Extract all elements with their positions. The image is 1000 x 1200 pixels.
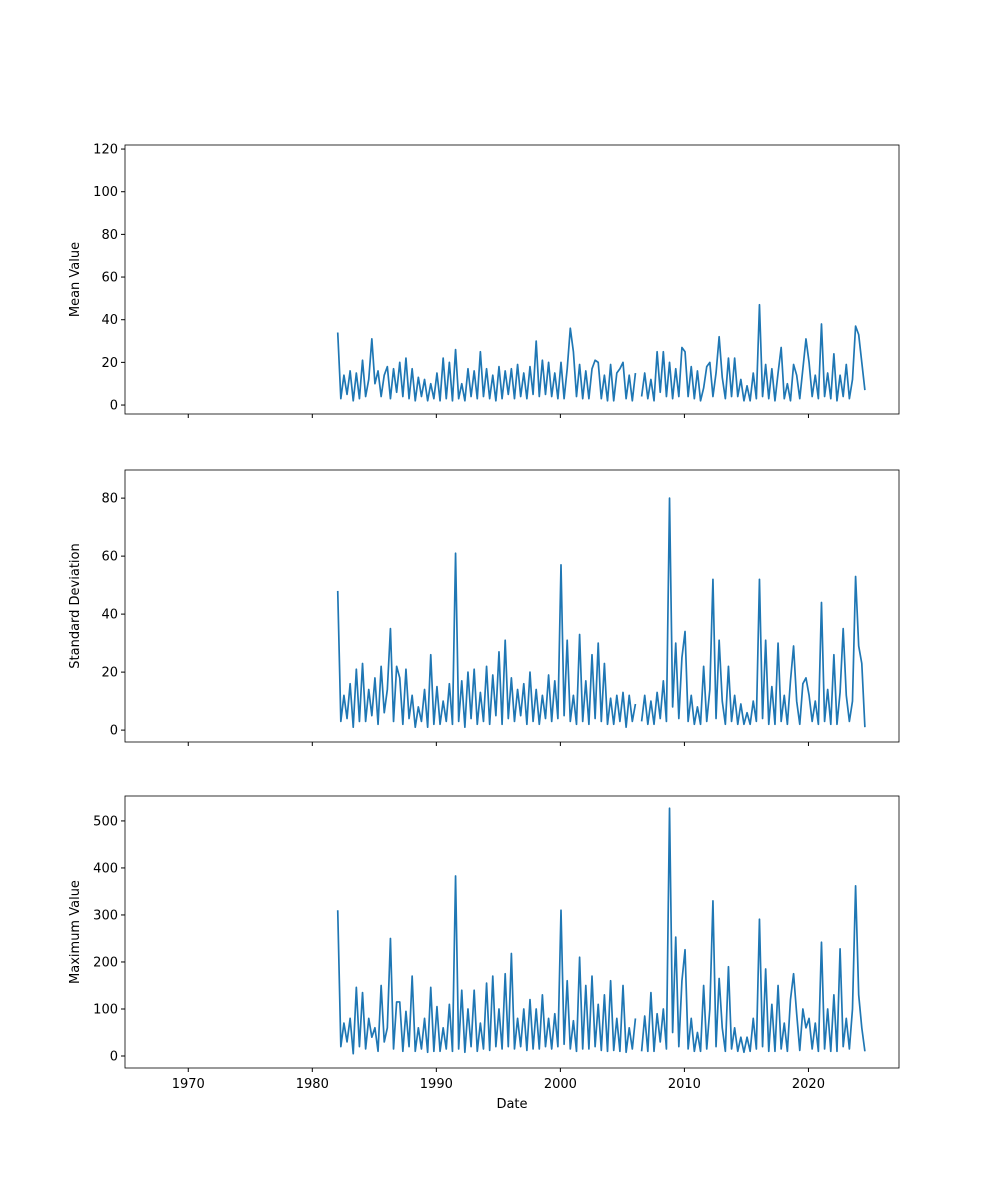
x-tick-label: 1970	[172, 1077, 205, 1092]
y-tick-label: 500	[93, 814, 118, 829]
x-axis-label: Date	[496, 1097, 527, 1112]
y-tick-label: 0	[110, 1050, 118, 1065]
y-tick-label: 100	[93, 185, 118, 200]
data-line	[336, 807, 866, 1055]
y-tick-label: 60	[101, 550, 118, 565]
y-tick-label: 300	[93, 908, 118, 923]
x-tick-label: 1990	[420, 1077, 453, 1092]
y-tick-label: 0	[110, 399, 118, 414]
y-axis-label: Mean Value	[68, 242, 83, 317]
y-tick-label: 60	[101, 271, 118, 286]
x-tick-label: 1980	[296, 1077, 329, 1092]
y-tick-label: 80	[101, 228, 118, 243]
x-tick-label: 2000	[544, 1077, 577, 1092]
y-axis-label: Maximum Value	[68, 880, 83, 984]
y-tick-label: 200	[93, 955, 118, 970]
y-tick-label: 100	[93, 1002, 118, 1017]
axes-frame	[124, 469, 900, 743]
y-tick-label: 20	[101, 356, 118, 371]
y-axis-label: Standard Deviation	[68, 543, 83, 668]
y-tick-label: 40	[101, 313, 118, 328]
data-line	[336, 303, 866, 402]
y-tick-label: 0	[110, 724, 118, 739]
y-tick-label: 400	[93, 861, 118, 876]
y-tick-label: 80	[101, 492, 118, 507]
axes-frame	[124, 144, 900, 415]
data-line	[336, 497, 866, 729]
x-tick-label: 2010	[668, 1077, 701, 1092]
x-tick-label: 2020	[792, 1077, 825, 1092]
y-tick-label: 120	[93, 143, 118, 158]
y-tick-label: 20	[101, 666, 118, 681]
y-tick-label: 40	[101, 608, 118, 623]
axes-frame	[124, 795, 900, 1069]
